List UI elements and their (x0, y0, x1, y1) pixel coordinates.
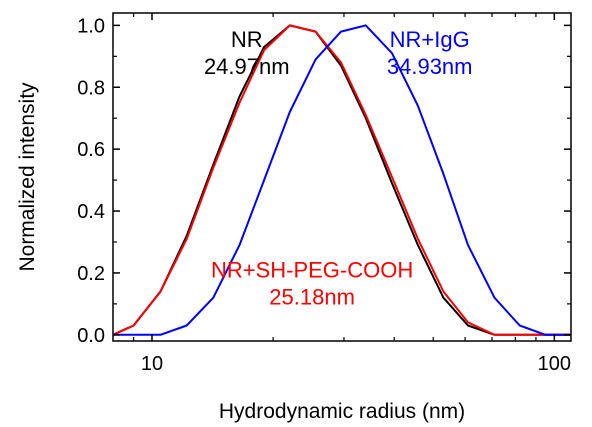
ticks-layer: 0.0 0.2 0.4 0.6 0.8 1.0 10 100 (77, 13, 571, 375)
y-tick-label: 0.4 (77, 201, 105, 223)
y-tick-label: 0.6 (77, 139, 105, 161)
annotation-2-line-1: NR+IgG (390, 27, 470, 52)
plot-frame (112, 12, 572, 342)
annotation-1-line-2: 24.97nm (204, 54, 290, 79)
y-tick-label: 1.0 (77, 15, 105, 37)
series-line-3 (113, 24, 571, 336)
annotation-1-line-1: NR (231, 27, 263, 52)
y-axis-label: Normalized intensity (16, 82, 39, 272)
x-axis-label: Hydrodynamic radius (nm) (219, 400, 465, 423)
x-tick-label: 10 (141, 353, 163, 375)
y-tick-label: 0.2 (77, 263, 105, 285)
y-tick-label: 0.8 (77, 77, 105, 99)
annotation-3-line-1: NR+SH-PEG-COOH (211, 258, 413, 283)
annotation-2-line-2: 34.93nm (387, 54, 473, 79)
x-tick-label: 100 (538, 353, 571, 375)
plot-area (112, 12, 572, 342)
y-tick-label: 0.0 (77, 325, 105, 347)
annotation-3-line-2: 25.18nm (269, 285, 355, 310)
series-layer (112, 24, 571, 336)
series-line-2 (112, 24, 571, 336)
